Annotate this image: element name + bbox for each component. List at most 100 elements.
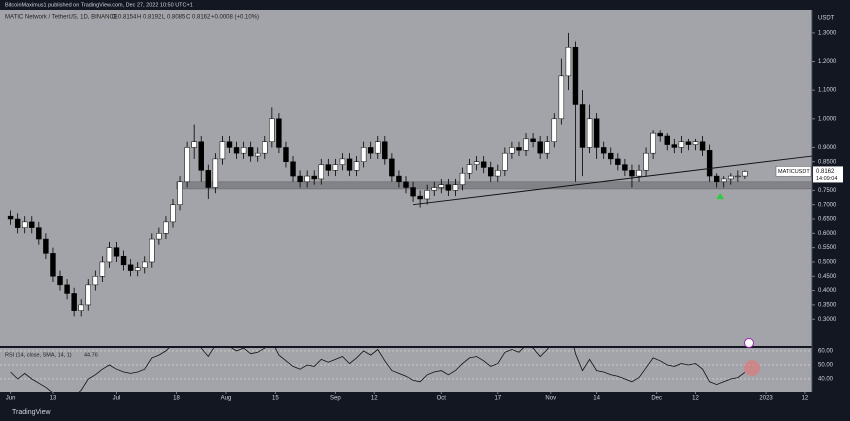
candle-down bbox=[537, 141, 543, 154]
last-price-box bbox=[813, 166, 843, 183]
candle-down bbox=[290, 161, 296, 177]
h-label: H bbox=[137, 15, 141, 21]
candle-up bbox=[191, 141, 197, 148]
event-icon[interactable] bbox=[744, 338, 754, 348]
candle-down bbox=[120, 255, 127, 266]
last-price-symbol-box bbox=[775, 166, 812, 177]
x-tick-label: 17 bbox=[494, 396, 501, 402]
candle-up bbox=[459, 172, 466, 185]
candle-down bbox=[233, 147, 240, 154]
x-tick-label: Aug bbox=[221, 396, 232, 402]
candle-up bbox=[142, 261, 148, 268]
candle-up bbox=[650, 132, 656, 154]
candle-up bbox=[502, 152, 508, 171]
x-tick-label: 14 bbox=[593, 396, 600, 402]
x-tick-label: 13 bbox=[50, 396, 57, 402]
candle-up bbox=[452, 184, 459, 191]
candle-down bbox=[396, 175, 402, 183]
candle-up bbox=[509, 147, 515, 154]
last-price: 0.8162 bbox=[816, 169, 835, 175]
rsi-tick-label: 40.00 bbox=[818, 377, 834, 383]
y-tick-label: 0.8500 bbox=[818, 159, 837, 165]
candle-up bbox=[495, 170, 501, 177]
candle-up bbox=[438, 184, 445, 188]
candle-up bbox=[304, 175, 310, 183]
candle-up bbox=[21, 221, 28, 228]
rsi-layer bbox=[0, 348, 812, 392]
candle-up bbox=[318, 164, 324, 180]
candle-down bbox=[247, 147, 254, 157]
candle-up bbox=[742, 171, 748, 177]
x-tick-label: Nov bbox=[545, 396, 556, 402]
candle-down bbox=[445, 184, 452, 191]
candle-down bbox=[346, 158, 353, 171]
x-tick-label: Jun bbox=[6, 396, 16, 402]
candle-up bbox=[565, 46, 572, 77]
candle-down bbox=[50, 253, 56, 277]
candle-down bbox=[113, 247, 120, 257]
candle-up bbox=[424, 190, 430, 200]
rsi-tick-label: 50.00 bbox=[818, 363, 834, 369]
y-tick-label: 0.4500 bbox=[818, 274, 837, 280]
y-tick-label: 0.9000 bbox=[818, 145, 837, 151]
candle-up bbox=[721, 178, 727, 183]
rsi-highlight bbox=[744, 360, 760, 376]
footer: TradingView bbox=[12, 409, 51, 416]
candle-down bbox=[283, 147, 289, 163]
candle-up bbox=[255, 152, 261, 157]
candle-up bbox=[262, 141, 268, 154]
candle-down bbox=[389, 158, 395, 177]
candle-up bbox=[163, 221, 169, 234]
candle-down bbox=[57, 276, 63, 286]
candle-up bbox=[735, 175, 741, 178]
rsi-label: RSI (14, close, SMA, 14, 1) bbox=[5, 352, 72, 358]
candle-up bbox=[184, 147, 190, 183]
candle-up bbox=[431, 187, 437, 191]
countdown: 14:09:04 bbox=[816, 176, 837, 182]
candle-up bbox=[360, 147, 367, 163]
c-value: 0.8162 bbox=[192, 15, 211, 21]
candle-up bbox=[106, 247, 113, 263]
candle-up bbox=[85, 284, 91, 306]
change: +0.0008 (+0.10%) bbox=[211, 15, 259, 21]
currency: USDT bbox=[818, 16, 835, 22]
x-tick-label: 15 bbox=[272, 396, 279, 402]
candle-down bbox=[706, 150, 713, 177]
candle-up bbox=[170, 204, 176, 223]
candle-down bbox=[403, 181, 409, 188]
x-tick-label: Jul bbox=[113, 396, 121, 402]
candle-down bbox=[71, 293, 77, 311]
candle-up bbox=[728, 175, 734, 180]
candle-down bbox=[572, 46, 579, 105]
x-tick-label: 12 bbox=[802, 396, 809, 402]
candle-up bbox=[473, 161, 480, 165]
y-tick-label: 1.1000 bbox=[818, 88, 837, 94]
y-tick-label: 0.7500 bbox=[818, 188, 837, 194]
candle-down bbox=[325, 164, 332, 171]
candle-down bbox=[367, 147, 374, 154]
candle-up bbox=[332, 164, 339, 171]
rsi-pane bbox=[0, 348, 812, 392]
candle-down bbox=[699, 141, 706, 151]
candle-down bbox=[593, 118, 600, 148]
candle-down bbox=[226, 141, 233, 148]
candle-up bbox=[149, 238, 155, 263]
candle-up bbox=[177, 181, 183, 205]
candle-down bbox=[516, 147, 522, 151]
x-tick-label: 18 bbox=[173, 396, 180, 402]
candle-down bbox=[488, 167, 494, 177]
candle-up bbox=[586, 118, 593, 148]
candle-down bbox=[198, 141, 204, 171]
candle-up bbox=[353, 161, 360, 171]
candle-up bbox=[240, 147, 247, 154]
candle-down bbox=[382, 141, 388, 160]
publisher: BitcoinMaximus1 published on TradingView… bbox=[5, 2, 193, 8]
o-label: O bbox=[112, 15, 117, 21]
rsi-value: 44.76 bbox=[84, 352, 98, 358]
candle-down bbox=[480, 161, 487, 168]
candle-up bbox=[156, 233, 162, 240]
candle-down bbox=[36, 227, 42, 240]
candle-up bbox=[523, 138, 529, 151]
candle-down bbox=[685, 141, 692, 145]
